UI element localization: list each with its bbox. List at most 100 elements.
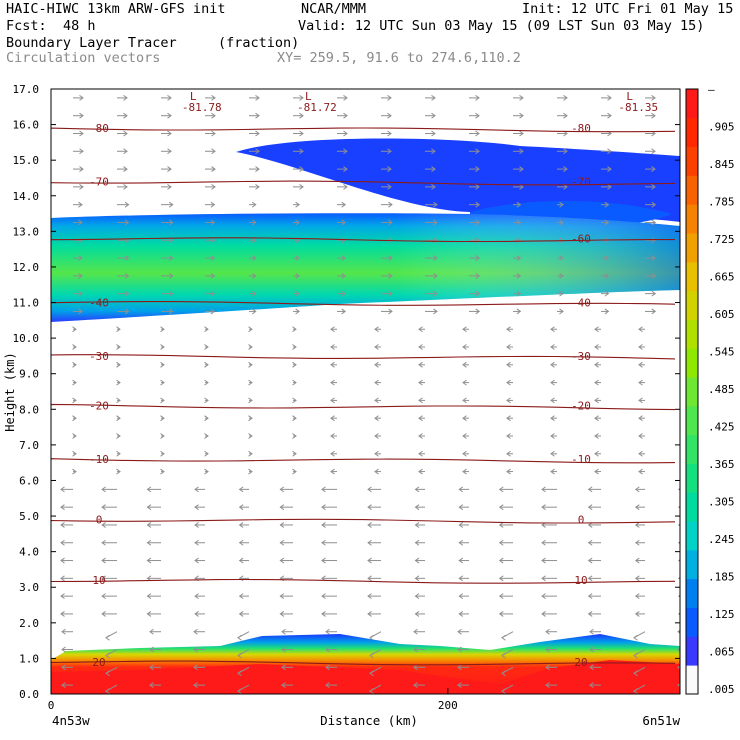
temperature-contour (51, 301, 676, 306)
wind-vector-head (604, 255, 610, 261)
colorbar-swatch (686, 607, 698, 637)
wind-vector-head (550, 433, 555, 439)
wind-vector-head (374, 397, 379, 404)
wind-vector-head (545, 682, 550, 689)
y-tick-label: 13.0 (13, 225, 40, 238)
wind-vector-head (330, 433, 335, 439)
wind-vector-head (248, 344, 253, 350)
wind-vector-head (414, 557, 420, 564)
wind-vector-head (123, 166, 128, 172)
wind-vector-head (341, 237, 347, 244)
wind-vector-head (124, 290, 130, 297)
y-axis: 0.0 1.0 2.0 3.0 4.0 5.0 6.0 7.0 8.0 9.0 10.0 11.0 12… (13, 83, 680, 701)
wind-vector-head (105, 688, 110, 694)
wind-vector-head (237, 670, 242, 677)
y-tick-label: 10.0 (13, 332, 40, 345)
wind-vector-head (506, 344, 511, 350)
wind-vector-head (124, 201, 130, 208)
wind-vector-head (279, 539, 285, 546)
wind-vector-head (194, 593, 199, 600)
wind-vector-head (330, 468, 335, 475)
wind-vector-head (211, 183, 216, 190)
colorbar-swatch (686, 89, 698, 119)
wind-vector-head (374, 379, 379, 386)
wind-vector-head (516, 219, 522, 226)
contour-label: 20 (574, 656, 587, 669)
wind-vector-head (594, 326, 599, 333)
wind-vector-head (321, 539, 326, 546)
wind-vector-head (72, 433, 77, 439)
contour-label: -40 (89, 297, 109, 310)
wind-vector-head (519, 130, 524, 137)
wind-vector-head (418, 326, 423, 333)
wind-vector-head (458, 575, 464, 582)
wind-vector-head (248, 433, 253, 439)
colorbar-swatch (686, 348, 698, 378)
wind-vector-head (251, 237, 257, 244)
wind-vector-head (374, 361, 379, 368)
wind-vector-head (255, 112, 260, 119)
shaded-field: -80 -80 -70 -70 -60 -40 -40 -30 -30 -20 -20 -10 -10 0… (51, 90, 680, 694)
wind-vector-head (563, 94, 568, 101)
wind-vector-head (541, 539, 546, 546)
wind-vector-head (168, 290, 174, 297)
wind-vector-head (634, 593, 640, 600)
colorbar-label: .005 (708, 683, 735, 696)
wind-vector-head (475, 112, 480, 119)
wind-vector-head (211, 130, 216, 137)
wind-vector-head (498, 611, 504, 617)
wind-vector-head (651, 166, 656, 172)
wind-vector-head (367, 593, 372, 600)
colorbar-label: .545 (708, 346, 735, 359)
wind-vector-head (167, 148, 172, 155)
wind-vector-head (295, 255, 300, 261)
wind-vector-head (387, 112, 392, 119)
wind-vector-head (414, 575, 420, 582)
wind-vector-head (281, 628, 286, 635)
wind-vector-head (101, 539, 106, 546)
colorbar-swatch (686, 521, 698, 551)
wind-vector-head (638, 344, 643, 350)
wind-vector-head (160, 361, 165, 368)
wind-vector-head (146, 593, 152, 600)
wind-vector-head (167, 112, 172, 119)
wind-vector-head (431, 112, 436, 119)
wind-vector-head (168, 308, 174, 315)
low-symbol: L (305, 90, 312, 103)
wind-vector-head (255, 94, 260, 101)
wind-vector-head (462, 433, 467, 439)
wind-vector-head (634, 575, 640, 582)
wind-vector-head (638, 326, 643, 333)
wind-vector-head (61, 664, 66, 671)
y-axis-label: Height (km) (3, 352, 17, 431)
y-tick-label: 8.0 (19, 403, 39, 416)
wind-vector-head (516, 201, 522, 208)
wind-vector-head (589, 646, 594, 653)
wind-vector-head (677, 629, 680, 634)
wind-vector-head (101, 593, 106, 600)
wind-vector-head (341, 219, 347, 226)
wind-vector-head (210, 308, 216, 315)
wind-vector-head (211, 148, 216, 155)
wind-vector-head (160, 433, 165, 439)
wind-vector-head (589, 664, 594, 671)
wind-vector-head (321, 557, 326, 564)
wind-vector-head (638, 415, 643, 422)
wind-vector-head (105, 670, 110, 677)
wind-vector-head (388, 255, 393, 261)
wind-vector-head (60, 486, 65, 493)
y-tick-label: 7.0 (19, 439, 39, 452)
wind-vector-head (251, 201, 257, 208)
wind-vector-head (604, 201, 610, 208)
low-symbol: L (190, 90, 197, 103)
wind-vector-head (458, 557, 464, 564)
wind-vector-head (194, 486, 199, 493)
wind-vector-head (79, 148, 84, 155)
wind-vector-head (431, 148, 436, 155)
wind-vector-head (506, 450, 511, 457)
wind-vector-head (101, 522, 106, 528)
colorbar-label: .605 (708, 308, 735, 321)
wind-vector-head (343, 166, 348, 172)
wind-vector-head (458, 611, 464, 617)
wind-vector-head (475, 130, 480, 137)
